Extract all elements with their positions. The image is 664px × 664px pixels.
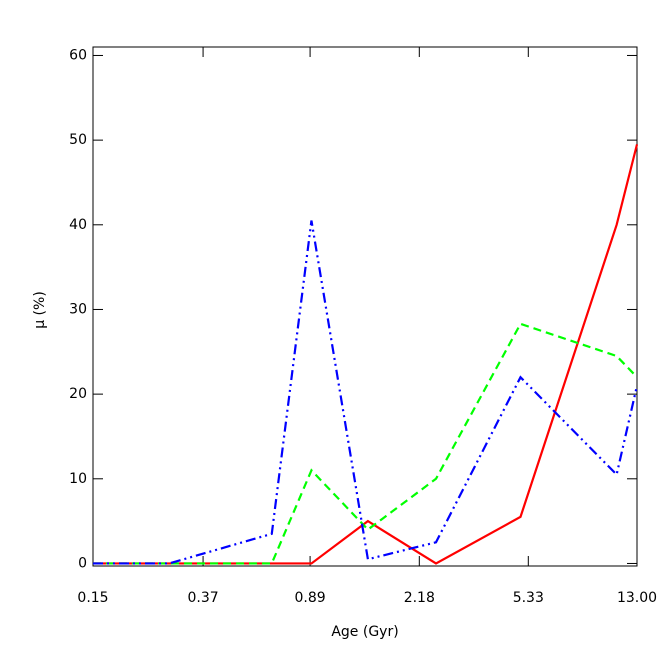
y-tick-label: 30 <box>69 301 87 317</box>
x-axis-label: Age (Gyr) <box>331 624 398 640</box>
x-tick-label: 0.89 <box>294 590 325 606</box>
plot-frame <box>92 46 638 567</box>
y-tick-label: 20 <box>69 386 87 402</box>
y-tick-label: 60 <box>69 47 87 63</box>
series-line <box>93 322 638 565</box>
x-tick-label: 5.33 <box>513 590 544 606</box>
y-tick-label: 40 <box>69 217 87 233</box>
x-tick-label: 2.18 <box>404 590 435 606</box>
x-tick-label: 13.00 <box>617 590 657 606</box>
y-tick-label: 50 <box>69 132 87 148</box>
series-line <box>93 220 639 565</box>
series-line <box>93 144 639 565</box>
y-axis-label: μ (%) <box>32 291 48 329</box>
y-tick-label: 10 <box>69 471 87 487</box>
x-tick-label: 0.37 <box>187 590 218 606</box>
y-tick-label: 0 <box>78 555 87 571</box>
x-tick-label: 0.15 <box>77 590 108 606</box>
